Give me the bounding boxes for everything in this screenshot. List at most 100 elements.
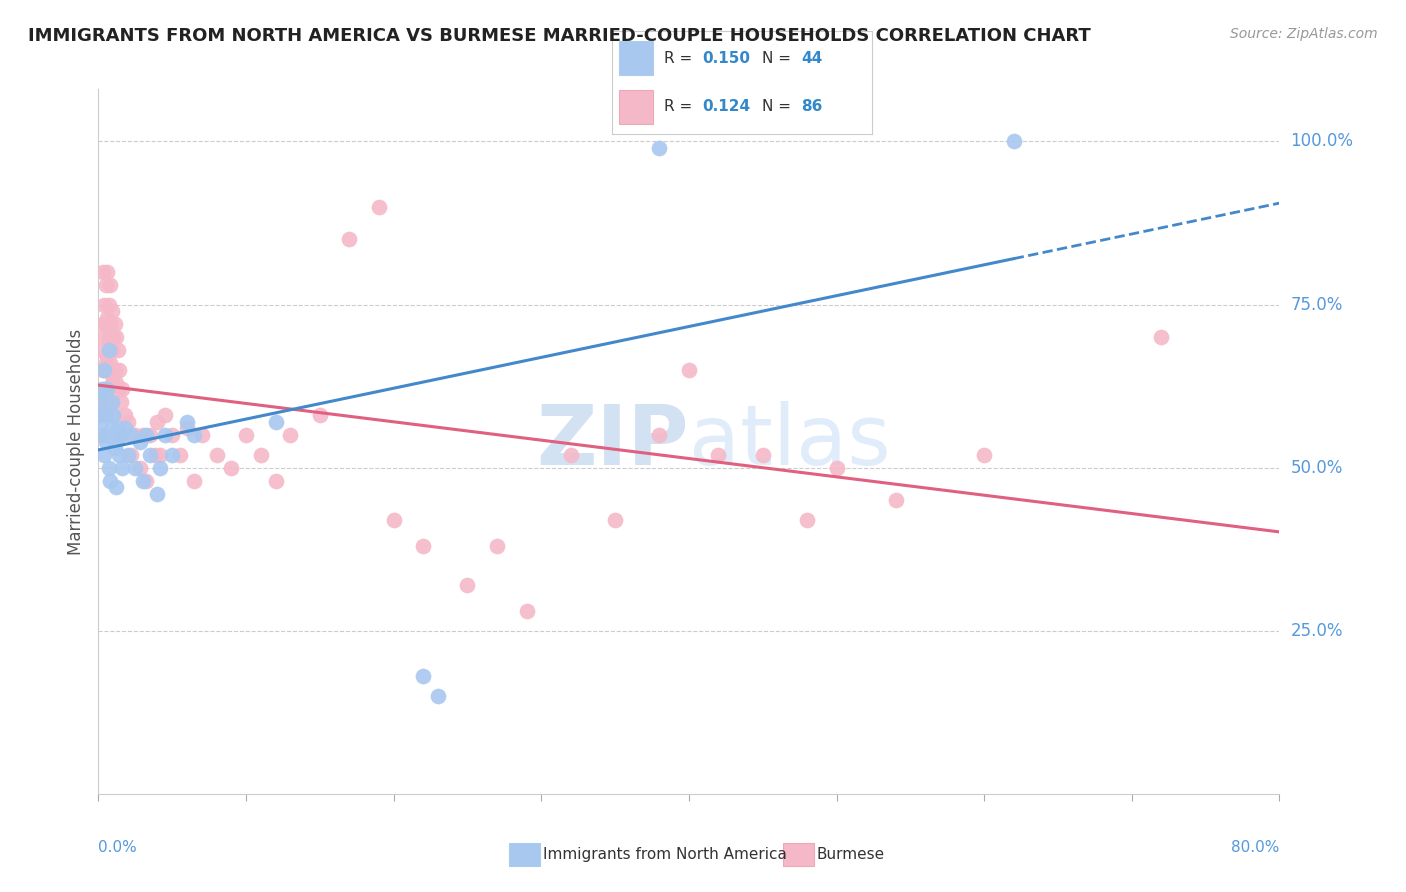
Point: [169, 448, 191, 462]
Point: [91, 265, 114, 279]
Point: [98, 474, 121, 488]
Point: [104, 317, 127, 331]
Point: [143, 448, 166, 462]
Point: [97, 395, 120, 409]
Point: [90, 382, 112, 396]
Point: [427, 689, 450, 703]
Text: 75.0%: 75.0%: [1291, 295, 1343, 313]
Point: [146, 415, 169, 429]
Text: 50.0%: 50.0%: [1291, 458, 1343, 476]
Point: [97, 297, 120, 311]
Point: [100, 421, 122, 435]
Text: 44: 44: [801, 51, 823, 66]
Text: R =: R =: [664, 99, 697, 114]
Point: [457, 578, 479, 592]
Point: [176, 415, 198, 429]
Point: [93, 363, 115, 377]
Text: atlas: atlas: [689, 401, 890, 482]
Text: R =: R =: [664, 51, 697, 66]
Point: [90, 395, 112, 409]
Point: [1002, 135, 1025, 149]
Point: [120, 448, 142, 462]
Point: [105, 428, 128, 442]
Point: [516, 604, 538, 618]
Point: [796, 513, 818, 527]
Text: 80.0%: 80.0%: [1232, 839, 1279, 855]
Point: [339, 232, 361, 246]
Point: [96, 310, 118, 325]
Point: [103, 409, 125, 423]
Point: [98, 428, 121, 442]
Point: [382, 513, 405, 527]
Point: [104, 441, 127, 455]
Point: [648, 141, 671, 155]
Point: [124, 428, 146, 442]
Point: [108, 363, 131, 377]
Point: [678, 363, 700, 377]
Point: [135, 474, 157, 488]
Point: [146, 487, 169, 501]
Point: [90, 415, 112, 429]
Y-axis label: Married-couple Households: Married-couple Households: [66, 328, 84, 555]
Point: [752, 448, 775, 462]
Point: [91, 428, 114, 442]
Point: [135, 428, 157, 442]
Point: [96, 265, 118, 279]
Text: 0.124: 0.124: [703, 99, 751, 114]
Point: [110, 395, 132, 409]
Point: [98, 277, 121, 292]
Point: [139, 428, 162, 442]
Point: [100, 304, 122, 318]
Text: 86: 86: [801, 99, 823, 114]
Point: [97, 330, 120, 344]
Point: [100, 343, 122, 358]
Point: [1150, 330, 1173, 344]
Point: [128, 460, 150, 475]
Point: [94, 434, 117, 449]
Point: [89, 409, 111, 423]
Point: [120, 428, 142, 442]
Point: [89, 428, 111, 442]
Text: ZIP: ZIP: [537, 401, 689, 482]
Point: [149, 460, 172, 475]
Point: [91, 395, 114, 409]
Point: [486, 539, 509, 553]
Text: Source: ZipAtlas.com: Source: ZipAtlas.com: [1230, 27, 1378, 41]
FancyBboxPatch shape: [620, 90, 654, 124]
Text: 100.0%: 100.0%: [1291, 132, 1354, 151]
Point: [191, 428, 214, 442]
Point: [98, 317, 121, 331]
Point: [93, 448, 115, 462]
Point: [368, 200, 391, 214]
Point: [96, 428, 118, 442]
Point: [107, 421, 129, 435]
Point: [114, 421, 136, 435]
Point: [90, 343, 112, 358]
Point: [100, 395, 122, 409]
Point: [153, 409, 176, 423]
Point: [91, 382, 114, 396]
Point: [648, 428, 671, 442]
Point: [707, 448, 730, 462]
Text: IMMIGRANTS FROM NORTH AMERICA VS BURMESE MARRIED-COUPLE HOUSEHOLDS CORRELATION C: IMMIGRANTS FROM NORTH AMERICA VS BURMESE…: [28, 27, 1091, 45]
Point: [93, 330, 115, 344]
Point: [412, 539, 434, 553]
Point: [93, 395, 115, 409]
Point: [117, 448, 139, 462]
Point: [111, 460, 134, 475]
Point: [89, 395, 111, 409]
Point: [103, 409, 125, 423]
Point: [105, 376, 128, 390]
Point: [280, 428, 302, 442]
Point: [128, 434, 150, 449]
Point: [94, 277, 117, 292]
Point: [93, 297, 115, 311]
Point: [176, 421, 198, 435]
Point: [91, 363, 114, 377]
Point: [110, 428, 132, 442]
Point: [973, 448, 995, 462]
Point: [884, 493, 907, 508]
Point: [132, 428, 155, 442]
Point: [264, 415, 287, 429]
Point: [605, 513, 627, 527]
